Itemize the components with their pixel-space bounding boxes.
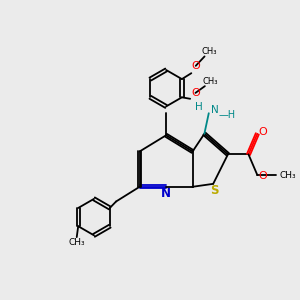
- Text: CH₃: CH₃: [202, 46, 217, 56]
- Text: S: S: [210, 184, 219, 197]
- Text: H: H: [195, 102, 202, 112]
- Text: O: O: [191, 61, 200, 71]
- Text: CH₃: CH₃: [202, 76, 218, 85]
- Text: —H: —H: [218, 110, 236, 120]
- Text: N: N: [161, 187, 171, 200]
- Text: O: O: [191, 88, 200, 98]
- Text: N: N: [212, 105, 219, 115]
- Text: CH₃: CH₃: [68, 238, 85, 247]
- Text: O: O: [259, 172, 268, 182]
- Text: O: O: [259, 127, 268, 137]
- Text: CH₃: CH₃: [279, 170, 296, 179]
